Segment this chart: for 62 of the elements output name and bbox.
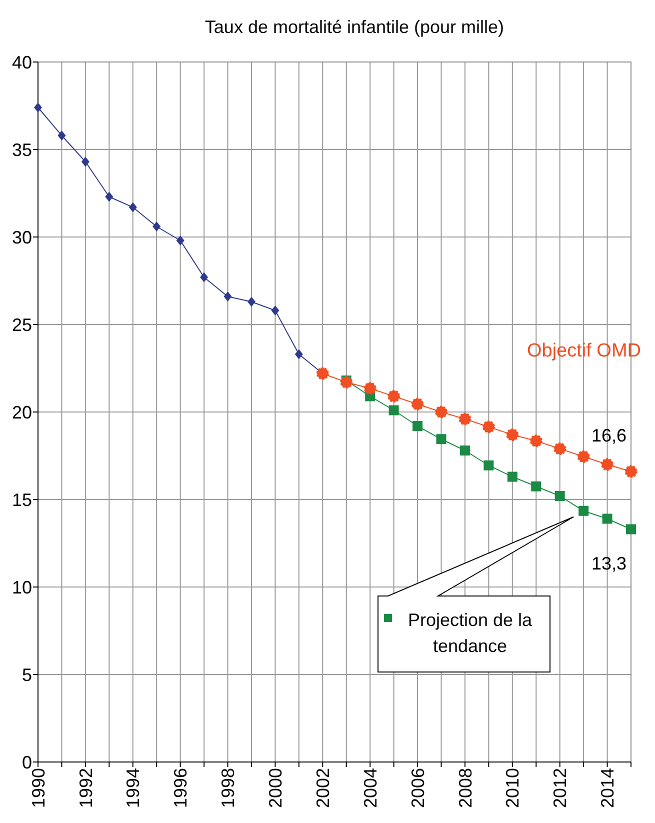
point xyxy=(81,156,90,167)
y-tick-label: 20 xyxy=(12,402,32,422)
annotation: 16,6 xyxy=(591,426,627,446)
y-tick-label: 15 xyxy=(12,490,32,510)
point xyxy=(364,382,376,395)
x-tick-label: 2010 xyxy=(502,768,523,808)
point xyxy=(624,465,638,478)
x-tick-label: 2002 xyxy=(312,768,333,808)
point xyxy=(388,405,399,416)
point xyxy=(434,406,448,418)
point xyxy=(340,376,353,388)
y-tick-label: 25 xyxy=(12,314,32,335)
point xyxy=(200,272,208,282)
point xyxy=(577,450,590,463)
point xyxy=(484,460,494,470)
point xyxy=(507,472,518,482)
x-tick-label: 2006 xyxy=(408,768,428,808)
x-tick-label: 1992 xyxy=(76,768,96,808)
point xyxy=(58,130,66,140)
x-tick-label: 2004 xyxy=(360,768,380,808)
point xyxy=(626,524,636,534)
point xyxy=(128,202,137,212)
point xyxy=(271,306,280,316)
point xyxy=(554,491,565,501)
point xyxy=(602,514,612,524)
point xyxy=(247,296,256,307)
y-tick-label: 30 xyxy=(12,227,32,248)
point xyxy=(530,434,542,448)
point xyxy=(411,398,424,410)
x-tick-label: 2014 xyxy=(598,768,618,808)
point xyxy=(105,192,114,202)
y-tick-label: 35 xyxy=(12,140,32,160)
x-tick-label: 1998 xyxy=(218,768,238,808)
point xyxy=(34,102,42,112)
point xyxy=(460,446,470,456)
text: Objectif OMD xyxy=(526,340,641,362)
point xyxy=(458,412,472,426)
point xyxy=(506,428,519,441)
point xyxy=(294,349,303,360)
point xyxy=(316,367,329,380)
point xyxy=(531,481,542,492)
y-tick-label: 40 xyxy=(12,52,32,72)
y-tick-label: 10 xyxy=(12,577,32,598)
point xyxy=(436,434,446,444)
point xyxy=(412,421,423,431)
chart-title: Taux de mortalité infantile (pour mille) xyxy=(204,17,504,37)
annotation: 13,3 xyxy=(591,553,627,574)
point xyxy=(554,442,566,455)
point xyxy=(224,292,232,302)
point xyxy=(482,420,495,434)
point xyxy=(388,390,400,402)
point xyxy=(152,222,161,232)
x-tick-label: 2012 xyxy=(550,768,570,808)
x-tick-label: 2000 xyxy=(266,768,286,808)
legend-label: Projection de la tendance xyxy=(408,610,534,656)
x-tick-label: 2008 xyxy=(455,768,476,808)
x-tick-label: 1994 xyxy=(123,768,144,808)
point xyxy=(176,236,184,246)
y-tick-label: 5 xyxy=(22,664,32,685)
x-tick-label: 1996 xyxy=(170,768,191,808)
point xyxy=(601,458,614,471)
point xyxy=(578,506,589,516)
